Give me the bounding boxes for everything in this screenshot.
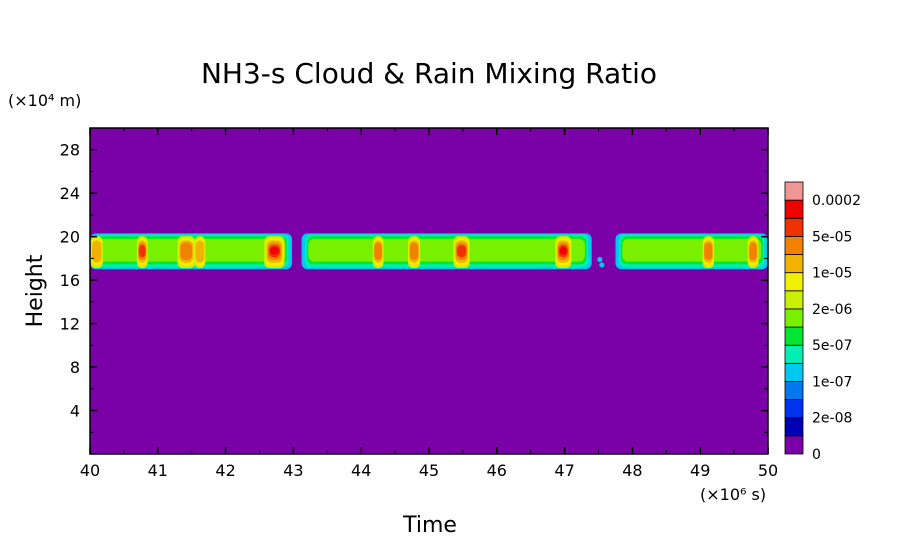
colorbar-swatch (784, 344, 804, 364)
x-tick-label: 41 (148, 461, 168, 480)
colorbar-swatch (784, 417, 804, 437)
y-tick-label: 28 (60, 141, 80, 160)
x-axis: 40 41 42 43 44 45 46 47 48 49 50 (80, 128, 778, 480)
x-tick-label: 49 (690, 461, 710, 480)
colorbar-swatch (784, 181, 804, 201)
colorbar-swatch (784, 199, 804, 219)
x-tick-label: 44 (351, 461, 371, 480)
colorbar-label: 2e-06 (812, 302, 852, 318)
y-tick-label: 8 (70, 358, 80, 377)
colorbar-label: 5e-05 (812, 229, 852, 245)
band-layer-7 (622, 238, 762, 262)
scatter-point (599, 262, 605, 268)
x-tick-label: 42 (215, 461, 235, 480)
x-tick-label: 45 (419, 461, 439, 480)
y-axis-unit: (×10⁴ m) (8, 91, 81, 110)
peak-layer-10 (91, 240, 102, 263)
peak-layer-11 (704, 242, 713, 261)
band-layer-7 (308, 238, 585, 262)
colorbar-label: 5e-07 (812, 338, 852, 354)
colorbar-label: 0 (812, 447, 821, 463)
y-tick-label: 4 (70, 402, 80, 421)
colorbar-swatch (784, 381, 804, 401)
plot-area (90, 128, 768, 454)
y-axis: 4 8 12 16 20 24 28 (60, 141, 768, 433)
peak-layer-12 (138, 244, 146, 258)
x-tick-label: 46 (487, 461, 507, 480)
colorbar: 0 2e-08 1e-07 5e-07 2e-06 1e-05 5e-05 0.0002 (784, 181, 861, 463)
y-axis-label: Height (23, 254, 48, 327)
heatmap-layer (90, 233, 768, 270)
x-tick-label: 40 (80, 461, 100, 480)
peak-layer-11 (749, 242, 757, 261)
y-tick-label: 16 (60, 271, 80, 290)
colorbar-swatch (784, 362, 804, 382)
colorbar-swatch (784, 290, 804, 310)
colorbar-swatch (784, 308, 804, 328)
scatter-point (597, 256, 603, 263)
chart-title: NH3-s Cloud & Rain Mixing Ratio (201, 57, 657, 90)
x-tick-label: 48 (622, 461, 642, 480)
peak-layer-12 (456, 244, 467, 258)
colorbar-label: 2e-08 (812, 411, 852, 427)
x-tick-label: 43 (283, 461, 303, 480)
colorbar-swatch (784, 326, 804, 346)
y-tick-label: 24 (60, 184, 80, 203)
colorbar-swatch (784, 399, 804, 419)
colorbar-swatch (784, 254, 804, 274)
colorbar-label: 0.0002 (812, 193, 861, 209)
colorbar-swatch (784, 235, 804, 255)
peak-layer-11 (409, 242, 419, 261)
colorbar-swatch (784, 217, 804, 237)
peak-layer-13 (559, 246, 567, 255)
colorbar-swatch (784, 435, 804, 455)
peak-layer-10 (195, 240, 205, 263)
peak-layer-13 (269, 246, 279, 255)
peak-layer-11 (374, 242, 382, 261)
colorbar-label: 1e-05 (812, 266, 852, 282)
x-axis-label: Time (402, 513, 457, 538)
y-tick-label: 20 (60, 228, 80, 247)
x-tick-label: 50 (758, 461, 778, 480)
colorbar-label: 1e-07 (812, 374, 852, 390)
x-axis-unit: (×10⁶ s) (700, 485, 766, 504)
peak-layer-11 (180, 242, 193, 261)
y-tick-label: 12 (60, 315, 80, 334)
x-tick-label: 47 (554, 461, 574, 480)
colorbar-swatch (784, 272, 804, 292)
